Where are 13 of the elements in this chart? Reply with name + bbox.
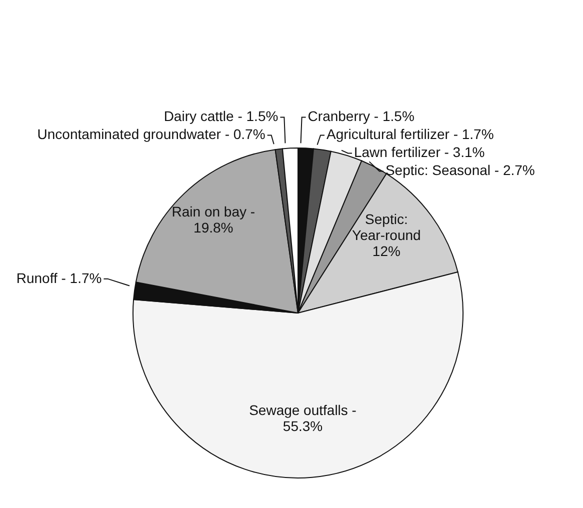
data-label: 55.3% xyxy=(282,418,323,434)
slice-label: Dairy cattle - 1.5% xyxy=(164,108,278,124)
data-label: 12% xyxy=(372,243,400,260)
slice-label: Runoff - 1.7% xyxy=(16,270,102,286)
data-label: 19.8% xyxy=(194,219,234,236)
slice-label: Agricultural fertilizer - 1.7% xyxy=(326,126,494,142)
slice-label: Rain on bay - xyxy=(172,203,256,220)
legend-label: Lawn fertilizer - 3.1% xyxy=(354,144,485,160)
slice-label: Septic: Seasonal - 2.7% xyxy=(385,162,535,178)
slice-label: Septic: Year-round xyxy=(352,211,421,244)
slice-label: Uncontaminated groundwater - 0.7% xyxy=(37,126,266,142)
slice-label: Cranberry - 1.5% xyxy=(308,108,414,124)
slice-label: Sewage outfalls - xyxy=(249,402,357,418)
